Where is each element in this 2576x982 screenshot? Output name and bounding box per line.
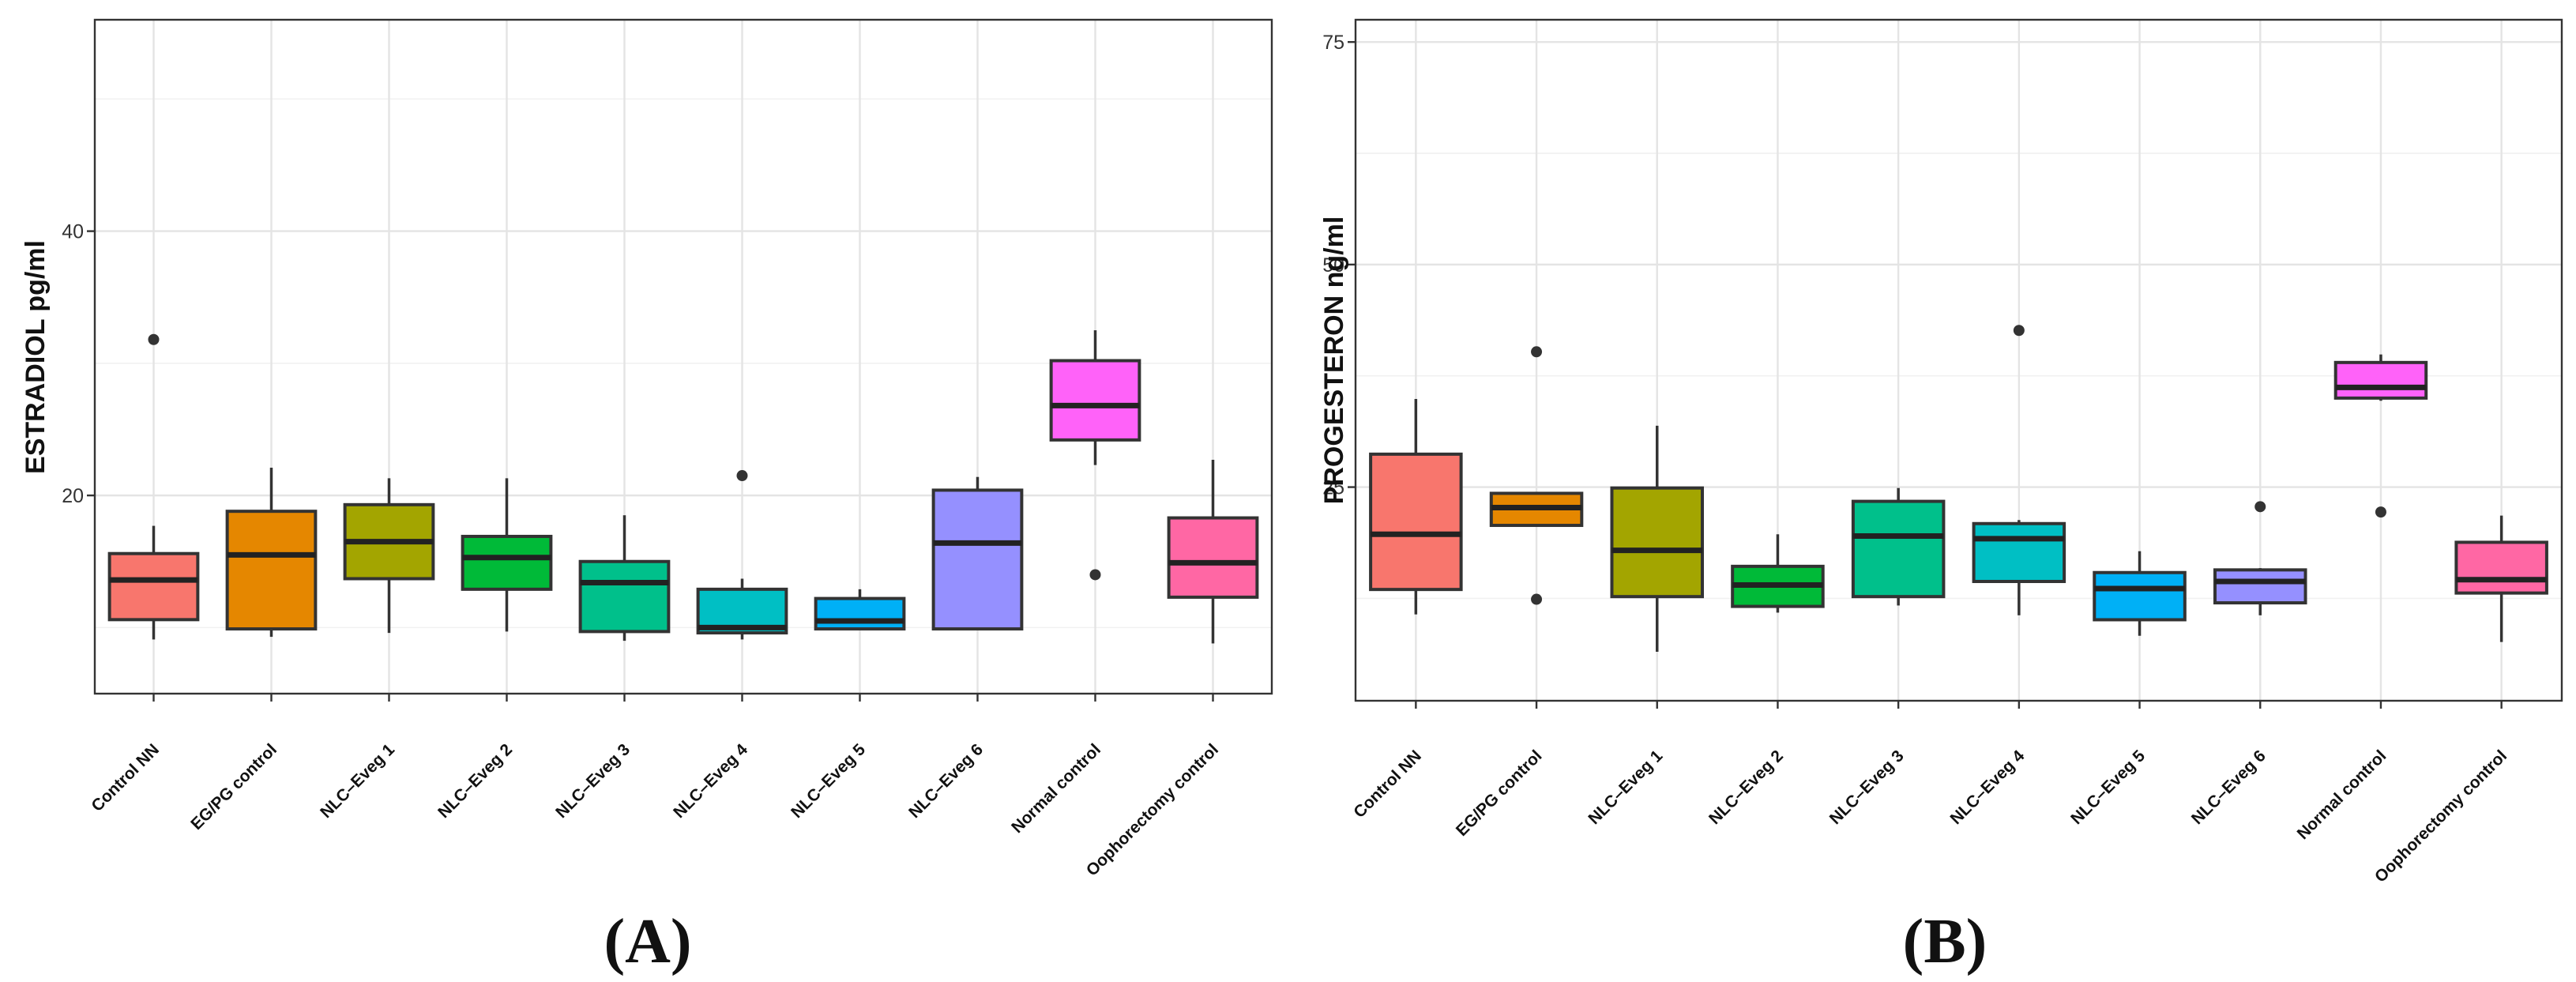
iqr-box (1167, 516, 1259, 599)
box-8 (2213, 501, 2307, 615)
box-2 (225, 467, 318, 638)
x-tick-label: EG/PG control (1453, 747, 1546, 840)
outlier-point (736, 470, 748, 482)
box-6 (696, 470, 788, 640)
box-8 (931, 476, 1024, 631)
panel-label: (B) (1903, 907, 1987, 976)
panel-b: 25 50 75 Control NN EG/PG control NLC–Eveg 1 N… (1319, 18, 2563, 976)
box-9 (1049, 330, 1141, 581)
x-tick-label: Control NN (1350, 747, 1425, 822)
iqr-box (578, 559, 671, 634)
iqr-box (1049, 359, 1141, 442)
x-tick-label: NLC–Eveg 3 (1826, 747, 1908, 828)
outlier-point (1531, 346, 1543, 358)
y-axis-title: ESTRADIOL pg/ml (21, 240, 51, 474)
outlier-point (2375, 506, 2386, 518)
outlier-point (1531, 593, 1543, 605)
iqr-box (2093, 570, 2187, 622)
x-tick-label: Normal control (2294, 747, 2390, 843)
x-tick-label: NLC–Eveg 1 (1585, 747, 1666, 828)
iqr-box (461, 534, 553, 591)
box-5 (1851, 487, 1946, 606)
x-tick-label: NLC–Eveg 6 (905, 740, 987, 822)
box-4 (1731, 534, 1825, 613)
box-10 (1167, 459, 1259, 644)
iqr-box (107, 551, 200, 622)
box-1 (107, 333, 200, 640)
panel-a: 20 40 Control NN EG/PG control NLC–Eveg 1 NLC… (21, 18, 1273, 976)
x-tick-label: NLC–Eveg 4 (670, 740, 751, 822)
iqr-box (1972, 521, 2066, 584)
plot-frame (1354, 18, 2563, 702)
x-tick-label: Oophorectomy control (2371, 747, 2510, 886)
y-tick-label: 20 (62, 485, 84, 507)
x-tick-label: NLC–Eveg 5 (2067, 747, 2149, 828)
iqr-box (2213, 568, 2307, 605)
outlier-point (2013, 325, 2025, 337)
box-7 (2093, 551, 2187, 636)
x-tick-label: EG/PG control (187, 740, 280, 833)
box-3 (343, 478, 435, 634)
x-tick-label: NLC–Eveg 1 (317, 740, 398, 822)
outlier-point (2254, 501, 2266, 513)
outlier-point (1089, 569, 1101, 581)
x-tick-label: Control NN (88, 740, 163, 815)
iqr-box (814, 596, 906, 631)
x-tick-label: Oophorectomy control (1083, 740, 1222, 879)
y-tick-label: 25 (1322, 477, 1344, 499)
box-2 (1489, 346, 1584, 605)
box-3 (1610, 425, 1705, 653)
x-tick-label: NLC–Eveg 2 (434, 740, 516, 822)
panel-label: (A) (604, 907, 691, 976)
iqr-box (1369, 452, 1463, 592)
box-1 (1369, 399, 1463, 615)
outlier-point (148, 333, 160, 345)
iqr-box (931, 488, 1024, 631)
y-tick-label: 40 (62, 221, 84, 243)
box-9 (2333, 354, 2428, 518)
x-tick-label: NLC–Eveg 4 (1946, 747, 2028, 828)
x-tick-label: NLC–Eveg 6 (2188, 747, 2270, 828)
x-tick-label: NLC–Eveg 5 (788, 740, 869, 822)
y-tick-label: 75 (1322, 32, 1344, 54)
x-tick-label: NLC–Eveg 3 (552, 740, 634, 822)
box-7 (814, 589, 906, 631)
iqr-box (2454, 540, 2548, 595)
x-tick-label: NLC–Eveg 2 (1705, 747, 1787, 828)
y-axis-title: PROGESTERON ng/ml (1319, 216, 1349, 505)
iqr-box (1851, 499, 1946, 599)
plot-frame (93, 18, 1273, 695)
iqr-box (225, 510, 318, 631)
box-5 (578, 515, 671, 641)
iqr-box (2333, 360, 2428, 400)
box-4 (461, 478, 553, 632)
box-10 (2454, 515, 2548, 642)
iqr-box (1610, 486, 1705, 599)
y-tick-label: 50 (1322, 254, 1344, 277)
box-6 (1972, 325, 2066, 615)
x-tick-label: Normal control (1008, 740, 1104, 837)
